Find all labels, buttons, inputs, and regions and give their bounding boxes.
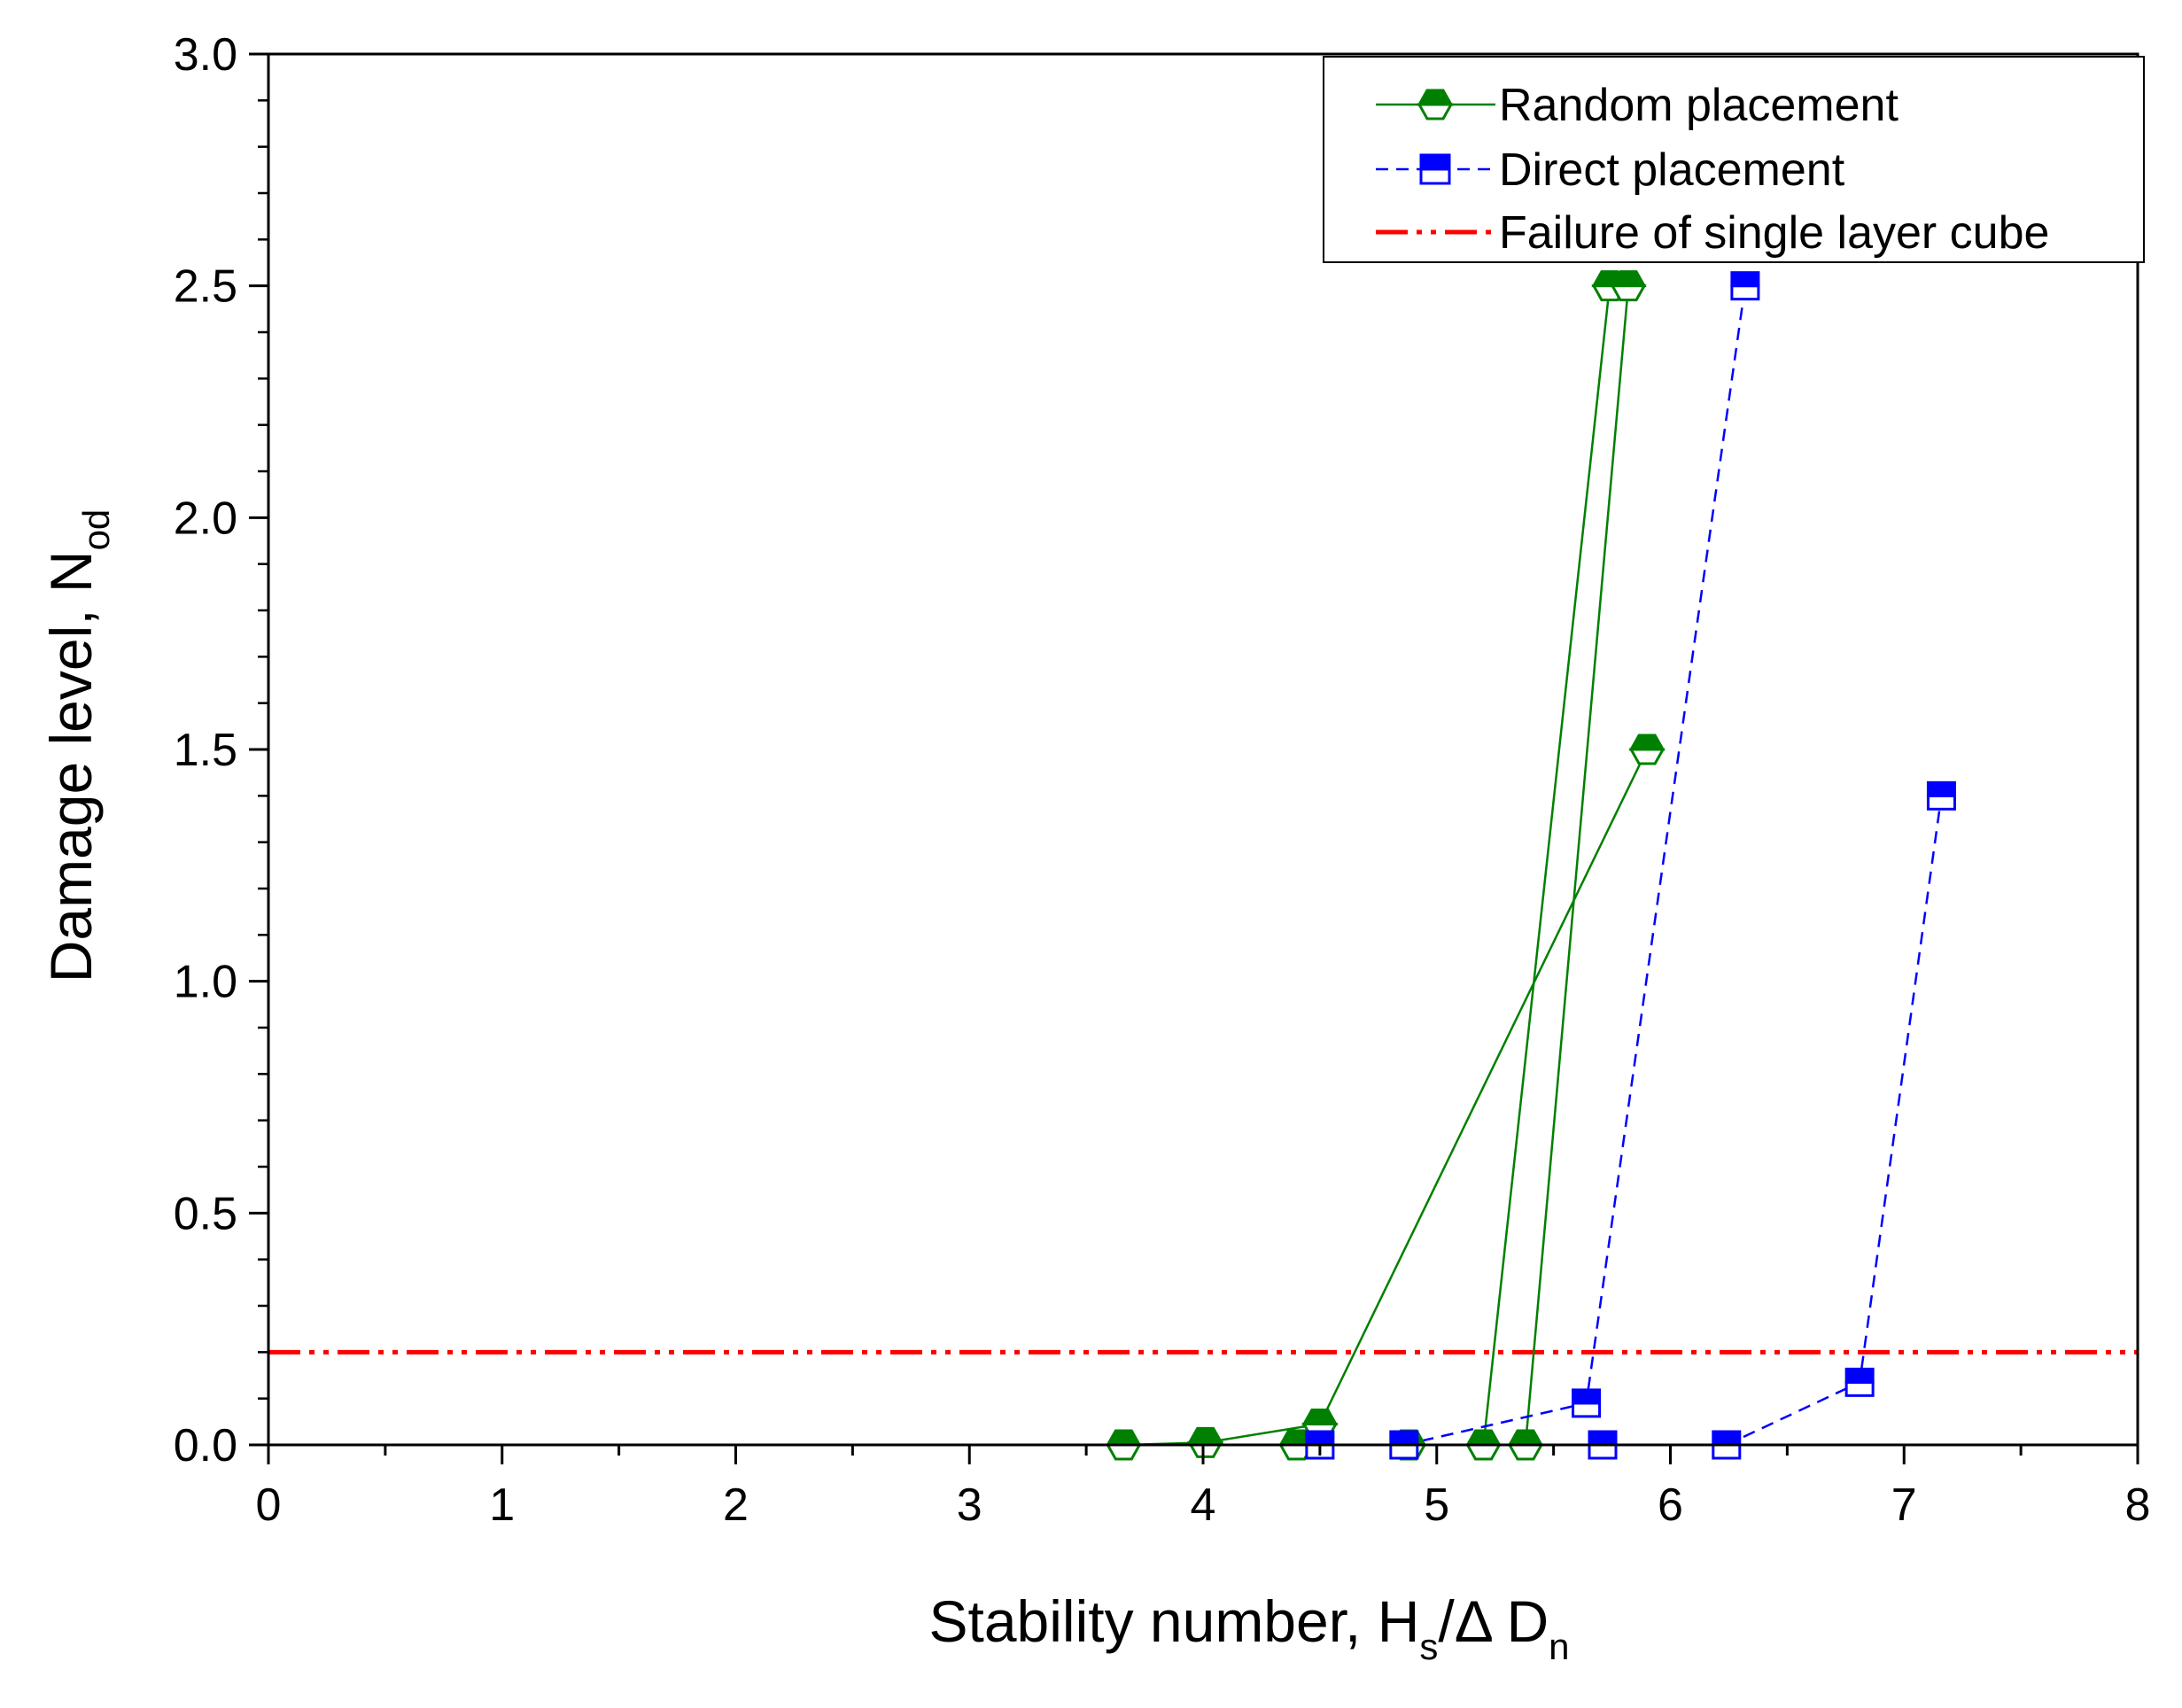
direct-placement-point [1712,1430,1742,1460]
legend-marker-direct-placement-top [1419,153,1451,171]
legend-box [1323,56,2145,263]
direct-placement-point [1730,271,1760,301]
direct-placement-point-bottom [1730,284,1760,301]
x-axis-title-sub1: s [1419,1626,1438,1667]
legend-marker-direct-placement-bottom [1419,167,1451,185]
x-axis-title-sub2: n [1549,1626,1569,1667]
direct-placement-point-top [1389,1430,1419,1447]
random-placement-point-top [1628,734,1666,751]
y-tick-label: 0.5 [174,1188,237,1239]
legend-item-failure-single-layer-cube: Failure of single layer cube [1376,207,2049,259]
y-axis-title: Damage level, Nod [38,509,117,983]
x-axis-title-middle: /Δ D [1438,1588,1549,1654]
x-tick-label: 4 [1191,1479,1216,1531]
y-tick-label: 1.0 [174,957,237,1008]
y-tick-label: 2.0 [174,493,237,544]
random-placement-point [1610,270,1647,302]
x-tick-label: 8 [2125,1479,2151,1531]
x-axis-title-prefix: Stability number, H [928,1588,1419,1654]
direct-placement-point [1844,1367,1875,1397]
y-axis-title-sub: od [75,509,117,551]
random-placement-point-top [1187,1426,1224,1444]
direct-placement-point [1572,1388,1602,1418]
x-tick-label: 3 [957,1479,982,1531]
y-tick-label: 2.5 [174,261,237,313]
x-tick-label: 1 [489,1479,515,1531]
direct-placement-point-top [1926,780,1956,797]
random-placement-point [1464,1429,1503,1461]
direct-placement-point-top [1305,1430,1335,1447]
legend-label-failure-single-layer-cube: Failure of single layer cube [1499,207,2049,259]
x-tick-label: 2 [723,1479,749,1531]
x-tick-label: 6 [1658,1479,1683,1531]
direct-placement-point-top [1730,271,1760,288]
direct-placement-point-bottom [1712,1443,1742,1460]
random-placement-point-top [1610,270,1647,288]
legend-label-random-placement: Random placement [1499,80,1899,131]
y-tick-label: 0.0 [174,1420,237,1471]
direct-placement-point [1926,780,1956,811]
random-placement-point [1187,1426,1224,1458]
legend-item-random-placement: Random placement [1376,80,1899,131]
direct-placement-point-top [1588,1430,1618,1447]
legend-item-direct-placement: Direct placement [1376,144,1845,196]
random-placement-point [1628,734,1666,765]
x-tick-label: 7 [1891,1479,1917,1531]
legend-marker-random-placement-top [1417,89,1454,106]
direct-placement-point-bottom [1844,1380,1875,1397]
direct-placement-point-bottom [1389,1443,1419,1460]
legend: Random placement Direct placement Failur… [1323,56,2145,263]
direct-placement-point [1389,1430,1419,1460]
random-placement-point [1277,1429,1316,1461]
direct-placement-point-top [1844,1367,1875,1384]
direct-placement-point-top [1572,1388,1602,1405]
legend-label-direct-placement: Direct placement [1499,144,1845,196]
direct-placement-point-bottom [1572,1401,1602,1418]
direct-placement-point-top [1712,1430,1742,1447]
x-tick-label: 0 [256,1479,282,1531]
axes-layer: 0 1 2 3 4 5 6 7 8 0.0 0.5 1.0 1.5 2.0 2.5 3.0 [174,29,2151,1531]
direct-placement-point-bottom [1926,794,1956,811]
direct-placement-point-bottom [1588,1443,1618,1460]
random-placement-line-2 [1524,285,1630,1446]
y-tick-label: 3.0 [174,29,237,81]
x-axis-title: Stability number, Hs/Δ Dn [928,1588,1569,1667]
x-tick-label: 5 [1424,1479,1449,1531]
y-tick-label: 1.5 [174,725,237,776]
random-placement-point-top [1301,1408,1339,1425]
y-axis-title-prefix: Damage level, N [38,550,104,982]
